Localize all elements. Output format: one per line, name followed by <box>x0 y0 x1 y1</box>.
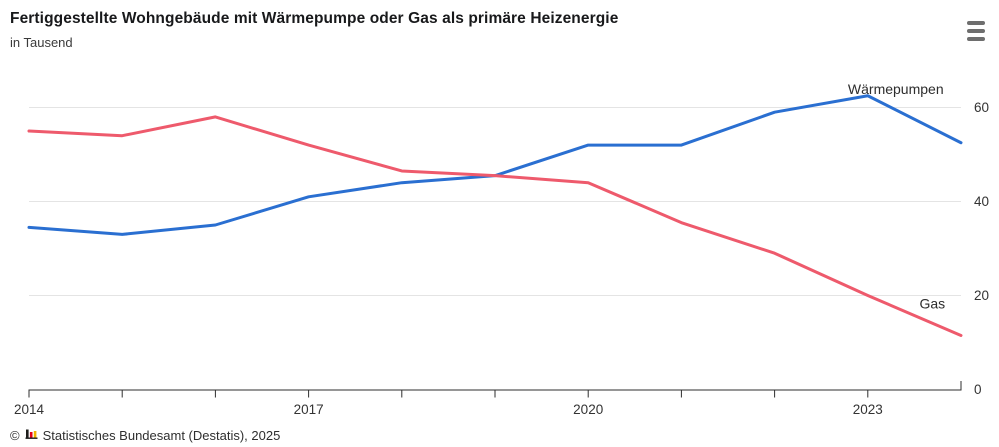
x-tick-label-2017: 2017 <box>294 402 324 417</box>
chart-header: Fertiggestellte Wohngebäude mit Wärmepum… <box>10 10 950 50</box>
chart-title: Fertiggestellte Wohngebäude mit Wärmepum… <box>10 10 619 27</box>
x-tick-label-2014: 2014 <box>14 402 45 417</box>
y-tick-label-40: 40 <box>974 194 989 209</box>
series-line-wärmepumpen <box>27 94 963 236</box>
x-tick-label-2023: 2023 <box>853 402 883 417</box>
y-tick-label-20: 20 <box>974 288 989 303</box>
hamburger-bar <box>967 21 985 25</box>
x-tick-label-2020: 2020 <box>573 402 603 417</box>
hamburger-menu-icon[interactable] <box>967 21 987 41</box>
chart-unit-label: in Tausend <box>10 35 73 50</box>
series-label-gas: Gas <box>919 296 945 312</box>
y-tick-label-0: 0 <box>974 382 982 397</box>
destatis-bars-icon <box>25 427 38 443</box>
hamburger-bar <box>967 29 985 33</box>
series-line-gas <box>27 115 963 337</box>
series-label-wärmepumpen: Wärmepumpen <box>848 81 944 97</box>
y-tick-label-60: 60 <box>974 100 989 115</box>
copyright-symbol: © <box>10 427 20 443</box>
chart-source: © Statistisches Bundesamt (Destatis), 20… <box>10 427 280 443</box>
source-text: Statistisches Bundesamt (Destatis), 2025 <box>42 427 281 443</box>
hamburger-bar <box>967 37 985 41</box>
